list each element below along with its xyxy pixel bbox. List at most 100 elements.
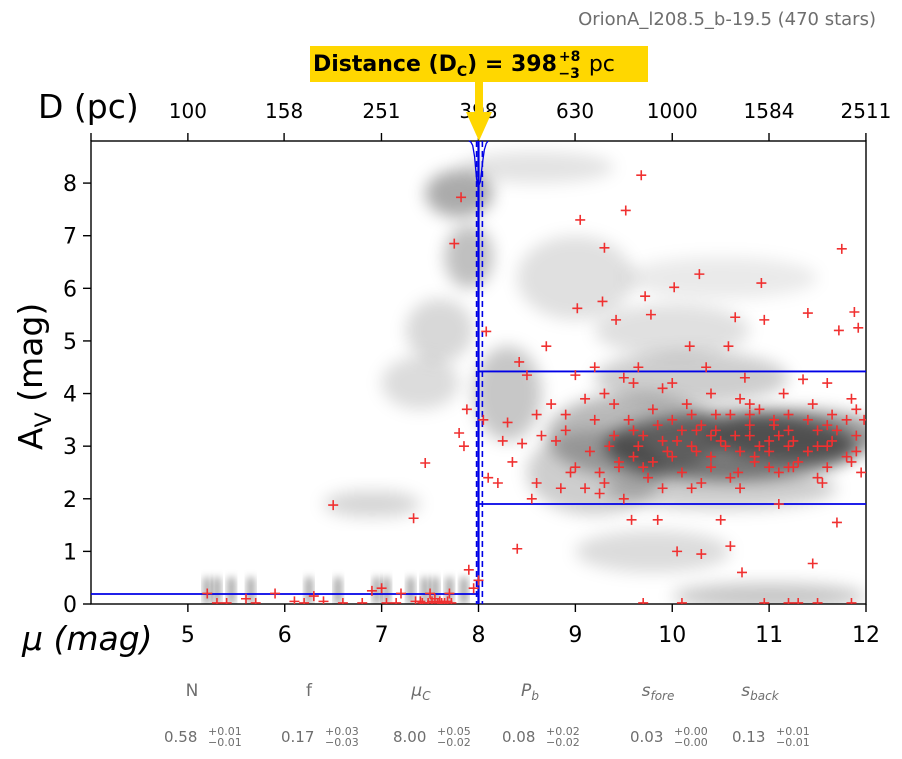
star-marker (802, 308, 813, 319)
param-name: f (306, 681, 313, 701)
star-marker (599, 388, 610, 399)
star-marker (773, 467, 784, 478)
x-tick-label: 9 (568, 623, 582, 648)
x-tick-label: 12 (852, 623, 880, 648)
param-plus: +0.03 (325, 725, 359, 738)
star-marker (638, 430, 649, 441)
star-marker (599, 477, 610, 488)
star-marker (686, 409, 697, 420)
star-marker (706, 451, 716, 462)
param-minus: −0.03 (325, 736, 359, 749)
star-marker (846, 597, 857, 604)
star-marker (851, 446, 862, 457)
x-axis-label: μ (mag) (21, 619, 153, 658)
density-blob (444, 225, 494, 289)
star-marker (618, 493, 629, 504)
star-marker (822, 378, 833, 389)
star-marker (744, 409, 755, 420)
star-marker (376, 583, 387, 594)
star-marker (628, 378, 639, 389)
y-tick-label: 2 (63, 488, 77, 513)
star-marker (851, 430, 862, 441)
star-marker (764, 446, 775, 457)
star-marker (594, 467, 605, 478)
top-tick-label: 1000 (647, 99, 698, 123)
star-marker (652, 420, 663, 431)
star-marker (609, 430, 620, 441)
star-marker (241, 593, 251, 604)
star-marker (560, 425, 571, 436)
star-marker (725, 409, 736, 420)
param-value: 0.17 (281, 728, 314, 746)
param-name: N (186, 681, 199, 701)
y-tick-label: 0 (63, 593, 77, 618)
distance-annotation: Distance (DC) = 398 +8 −3 pc (310, 46, 648, 141)
star-marker (856, 467, 866, 478)
star-marker (507, 456, 518, 467)
param-plus: +0.05 (437, 725, 471, 738)
foreground-density-strip (247, 577, 254, 604)
star-marker (299, 597, 310, 604)
star-marker (793, 456, 804, 467)
star-marker (812, 597, 823, 604)
star-marker (851, 404, 862, 415)
star-marker (812, 472, 823, 483)
star-marker (611, 314, 622, 325)
star-marker (357, 597, 368, 604)
param-plus: +0.01 (208, 725, 242, 738)
star-marker (461, 404, 472, 415)
star-marker (481, 326, 492, 337)
star-marker (710, 409, 721, 420)
star-marker (604, 441, 615, 452)
param-name: sback (741, 681, 779, 703)
star-marker (589, 414, 600, 425)
star-marker (841, 414, 852, 425)
top-tick-label: 251 (362, 99, 400, 123)
star-marker (694, 269, 705, 280)
star-marker (541, 341, 552, 352)
param-name: sfore (642, 681, 675, 703)
star-marker (657, 383, 668, 394)
star-marker (793, 597, 804, 604)
param-minus: −0.02 (546, 736, 580, 749)
star-marker (575, 214, 586, 225)
star-marker (478, 414, 489, 425)
star-marker (744, 399, 755, 410)
star-marker (570, 462, 581, 473)
star-marker (427, 596, 437, 604)
param-value: 0.08 (502, 728, 535, 746)
star-marker (846, 456, 857, 467)
star-marker (463, 564, 474, 575)
star-marker (636, 170, 647, 181)
star-marker (589, 362, 600, 373)
x-tick-label: 6 (278, 623, 292, 648)
y-tick-label: 5 (63, 330, 77, 355)
star-marker (798, 374, 809, 385)
star-marker (696, 420, 707, 431)
star-marker (783, 597, 794, 604)
star-marker (381, 597, 392, 604)
y-tick-label: 6 (63, 277, 77, 302)
param-value: 0.58 (164, 728, 197, 746)
foreground-density-strip (305, 577, 312, 604)
star-marker (764, 462, 775, 473)
star-marker (456, 192, 467, 203)
star-marker (672, 435, 683, 446)
star-marker (669, 282, 680, 293)
density-blob (459, 151, 615, 184)
star-marker (517, 438, 528, 449)
star-marker (706, 430, 716, 441)
star-marker (822, 462, 833, 473)
star-marker (706, 462, 716, 473)
star-marker (657, 435, 668, 446)
y-tick-label: 7 (63, 225, 77, 250)
top-tick-label: 158 (265, 99, 303, 123)
star-marker (250, 597, 261, 604)
star-marker (783, 441, 794, 452)
star-marker (531, 409, 542, 420)
star-marker (328, 500, 339, 511)
star-marker (613, 456, 624, 467)
star-marker (807, 399, 818, 410)
star-marker (807, 558, 818, 569)
